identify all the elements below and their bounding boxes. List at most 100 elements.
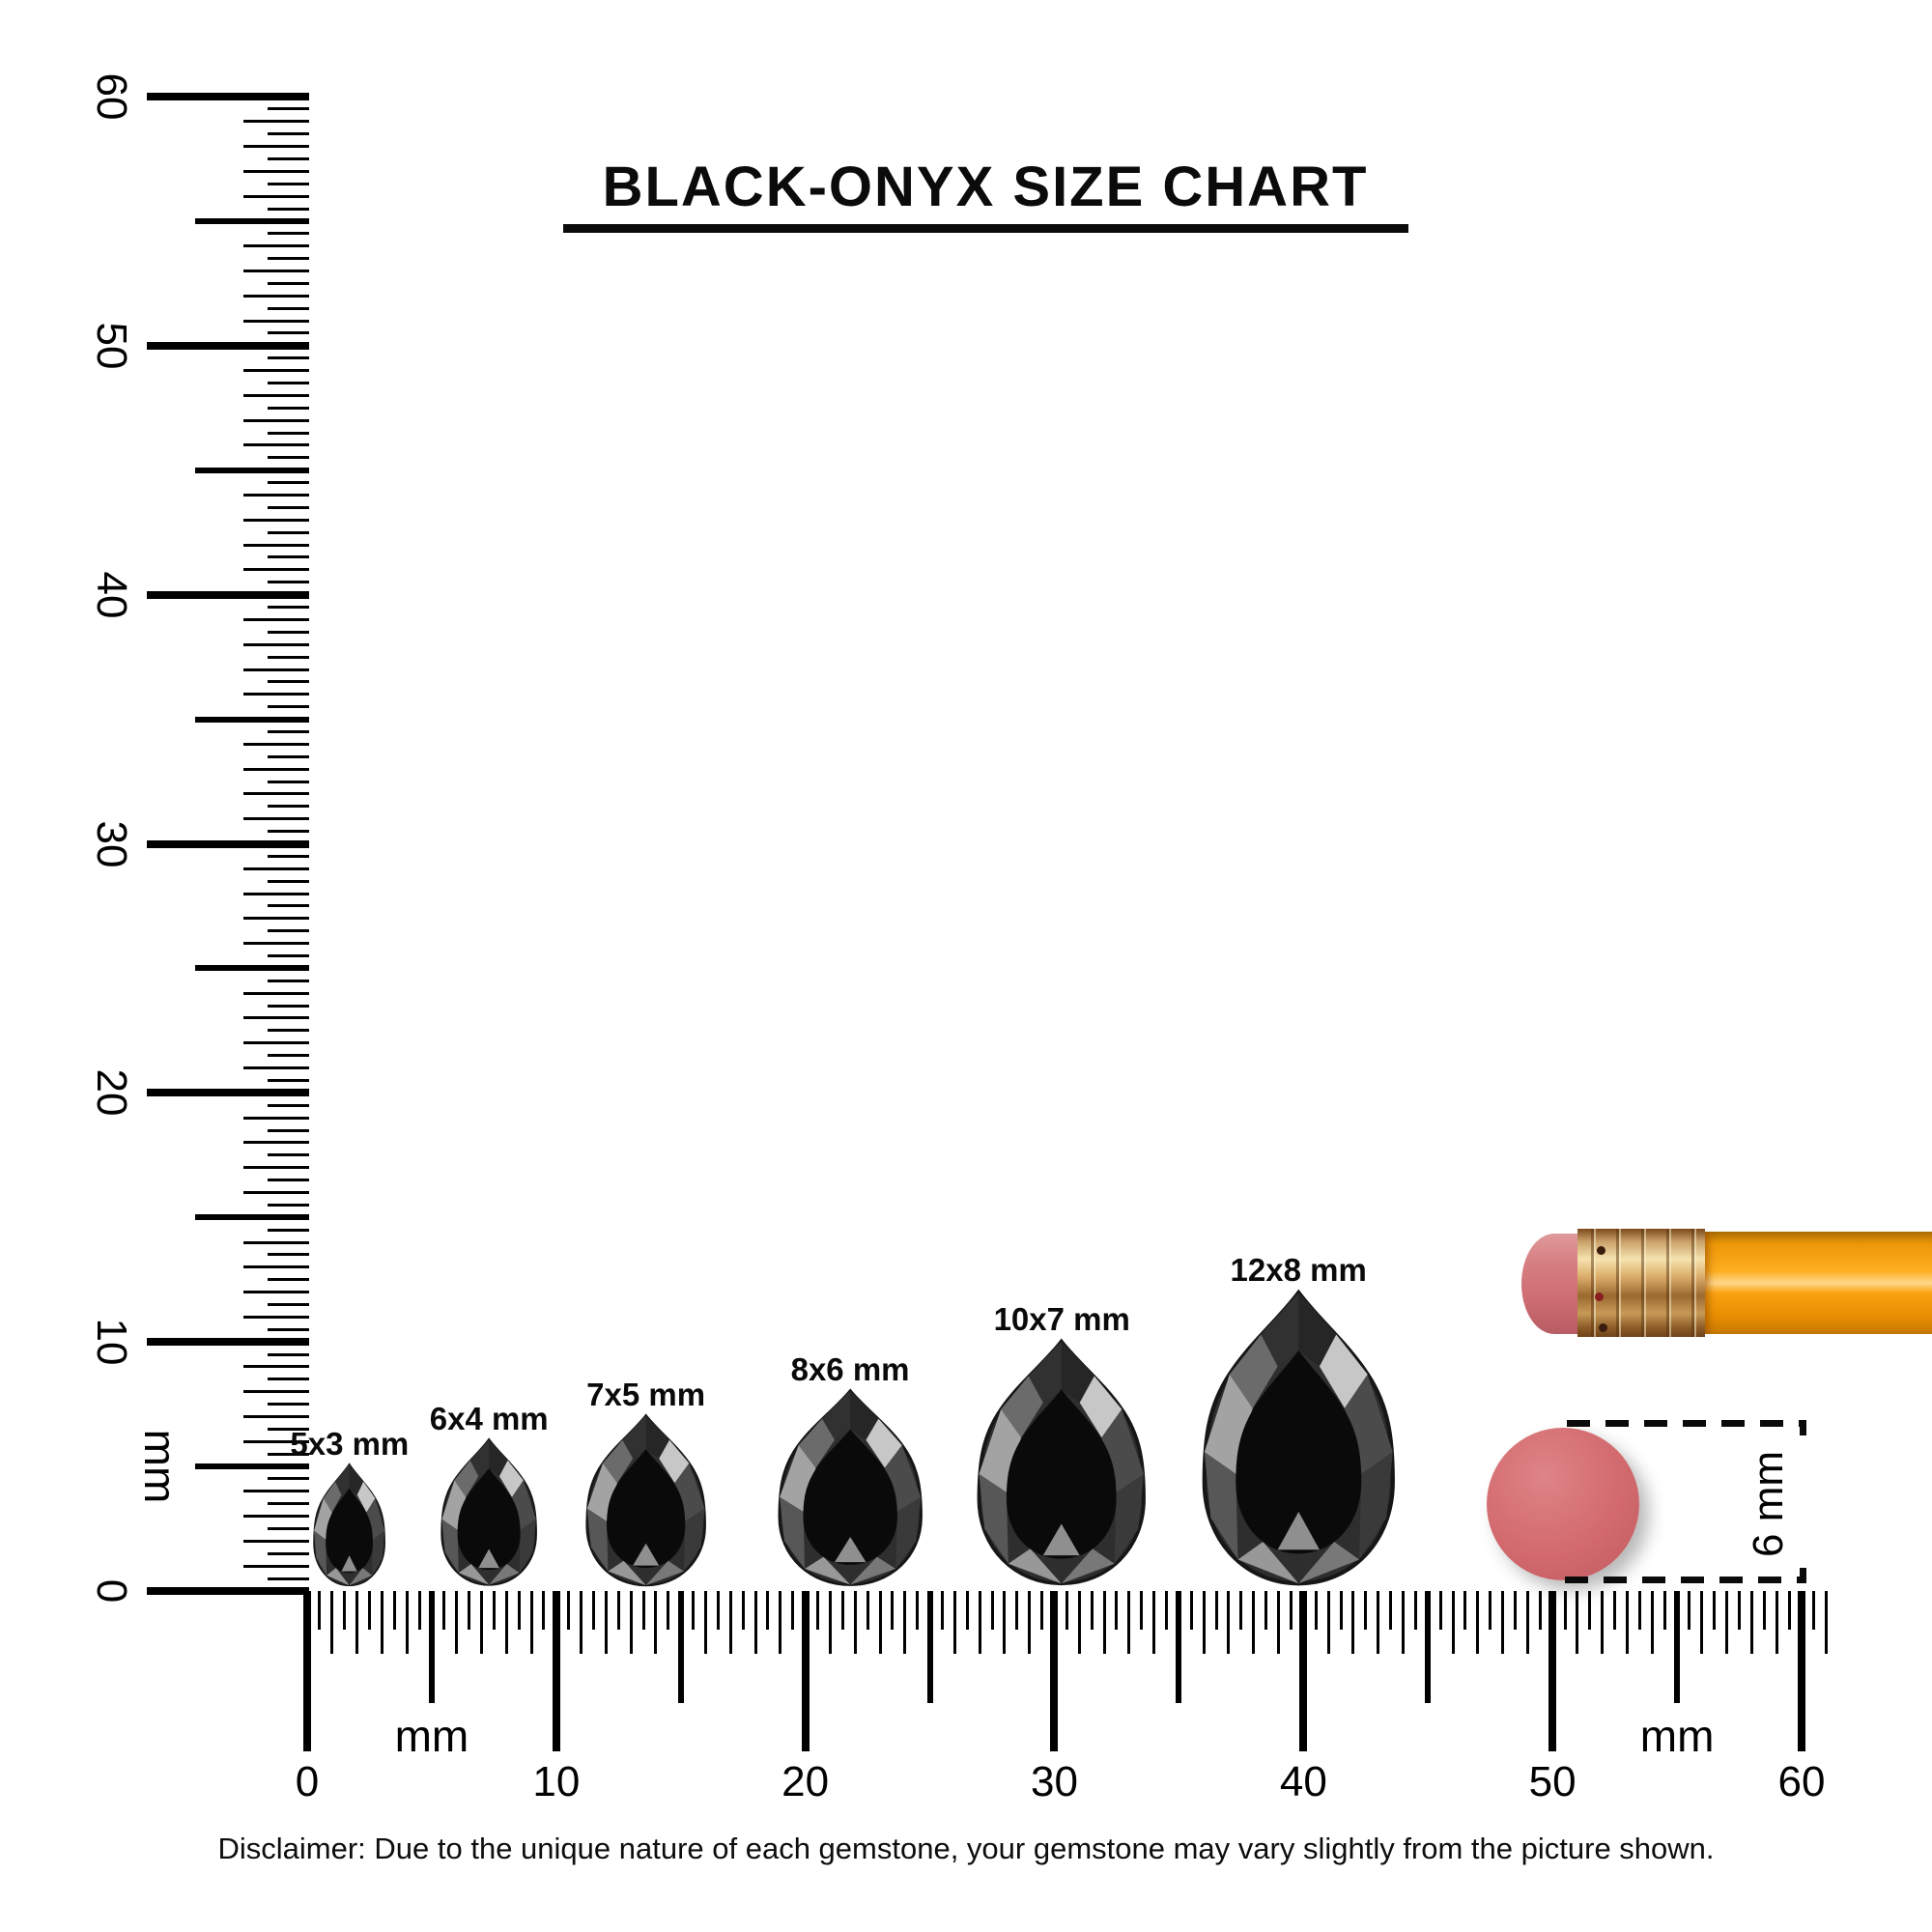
v-ruler-tick [243, 1066, 309, 1070]
h-ruler-tick [753, 1591, 757, 1654]
gem-size-label: 8x6 mm [790, 1350, 910, 1387]
h-ruler-tick [728, 1591, 732, 1654]
v-ruler-tick [268, 655, 309, 659]
v-ruler-tick [268, 1403, 309, 1406]
h-ruler-tick [816, 1591, 820, 1630]
v-ruler-tick [243, 867, 309, 870]
h-ruler-tick [1115, 1591, 1119, 1630]
h-ruler-tick [1538, 1591, 1542, 1630]
h-ruler-tick [380, 1591, 384, 1654]
v-ruler-number: 0 [88, 1578, 135, 1604]
v-ruler-tick [268, 705, 309, 709]
h-ruler-tick [1463, 1591, 1467, 1630]
h-ruler-number: 30 [1031, 1758, 1078, 1805]
h-ruler-tick [1351, 1591, 1355, 1654]
h-ruler-tick [367, 1591, 371, 1630]
h-ruler-tick [1601, 1591, 1605, 1654]
pear-gem-graphic [440, 1438, 538, 1587]
v-ruler-tick [268, 232, 309, 236]
v-ruler-tick [268, 1054, 309, 1058]
h-ruler-number: 40 [1279, 1758, 1327, 1805]
gem-size-label: 10x7 mm [993, 1301, 1130, 1338]
h-ruler-tick [303, 1591, 311, 1751]
h-ruler-tick [1152, 1591, 1156, 1654]
h-ruler-tick [1775, 1591, 1778, 1654]
h-ruler-tick [455, 1591, 459, 1654]
h-ruler-tick [978, 1591, 981, 1654]
gem-size-label: 7x5 mm [586, 1376, 706, 1412]
page-title: BLACK-ONYX SIZE CHART [602, 156, 1369, 218]
v-ruler-tick [243, 418, 309, 422]
h-ruler-tick [1513, 1591, 1517, 1630]
v-ruler-number: 30 [88, 820, 135, 867]
h-ruler-tick [1252, 1591, 1256, 1654]
v-ruler-tick [268, 1179, 309, 1182]
v-ruler-tick [243, 543, 309, 547]
h-ruler-tick [529, 1591, 533, 1654]
pencil-eraser [1521, 1234, 1583, 1334]
v-ruler-tick [243, 518, 309, 522]
h-ruler-tick [1738, 1591, 1742, 1630]
v-ruler-tick [243, 942, 309, 946]
h-ruler-tick [766, 1591, 770, 1630]
h-ruler-tick [428, 1591, 435, 1703]
v-ruler-tick [268, 107, 309, 111]
h-ruler-tick [952, 1591, 956, 1654]
v-ruler-tick [243, 1564, 309, 1568]
v-ruler-number: 40 [88, 571, 135, 619]
v-ruler-tick [243, 1016, 309, 1020]
h-ruler-tick [392, 1591, 396, 1630]
pencil-barrel [1705, 1232, 1932, 1334]
v-ruler-tick [243, 1415, 309, 1419]
v-ruler-tick [268, 1378, 309, 1381]
v-ruler-tick [243, 319, 309, 323]
h-ruler-tick [1489, 1591, 1492, 1630]
v-ruler-tick [268, 1228, 309, 1232]
h-ruler-tick [1700, 1591, 1704, 1654]
h-ruler-tick [492, 1591, 496, 1630]
v-ruler-tick [243, 169, 309, 173]
v-ruler-tick [243, 1439, 309, 1443]
h-ruler-tick [1588, 1591, 1592, 1630]
h-ruler-tick [1264, 1591, 1268, 1630]
v-ruler-tick [243, 617, 309, 621]
ferrule-rivet [1595, 1293, 1604, 1301]
h-ruler-tick [878, 1591, 882, 1654]
v-ruler-tick [268, 805, 309, 809]
v-ruler-tick [268, 630, 309, 634]
v-ruler-number: 60 [88, 72, 135, 121]
h-ruler-tick [468, 1591, 471, 1630]
h-ruler-tick [1749, 1591, 1753, 1654]
v-ruler-tick [243, 443, 309, 447]
h-ruler-tick [1501, 1591, 1505, 1654]
v-ruler-tick [243, 393, 309, 397]
h-ruler-tick [330, 1591, 334, 1654]
h-ruler-tick [965, 1591, 969, 1630]
v-ruler-tick [195, 1214, 309, 1221]
h-ruler-tick [1650, 1591, 1654, 1654]
h-ruler-tick [801, 1591, 810, 1751]
h-ruler-tick [1825, 1591, 1829, 1654]
h-ruler-tick [853, 1591, 857, 1654]
title-underline [563, 224, 1408, 233]
eraser-end-circle [1487, 1428, 1639, 1580]
h-ruler-tick [1812, 1591, 1816, 1630]
v-ruler-tick [268, 606, 309, 610]
h-ruler-tick [1140, 1591, 1144, 1630]
h-ruler-tick [616, 1591, 620, 1630]
h-ruler-tick [1176, 1591, 1182, 1703]
disclaimer-text: Disclaimer: Due to the unique nature of … [217, 1832, 1715, 1865]
v-ruler-number: 20 [88, 1068, 135, 1117]
v-ruler-number: 10 [88, 1318, 135, 1366]
v-ruler-tick [243, 1041, 309, 1045]
v-ruler-tick [268, 156, 309, 160]
v-ruler-tick [195, 217, 309, 224]
v-ruler-tick [268, 1203, 309, 1207]
h-ruler-tick [1127, 1591, 1131, 1654]
v-ruler-tick [147, 1089, 309, 1097]
v-ruler-tick [268, 1527, 309, 1531]
v-ruler-tick [268, 780, 309, 783]
v-ruler-tick [268, 456, 309, 460]
v-ruler-tick [195, 965, 309, 972]
